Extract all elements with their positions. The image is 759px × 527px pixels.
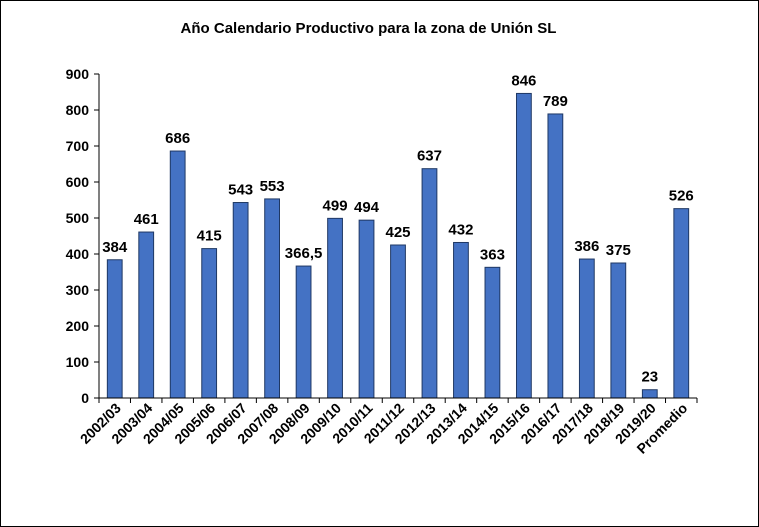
chart-title: Año Calendario Productivo para la zona d… — [180, 20, 557, 37]
bar — [390, 244, 406, 399]
data-label: 366,5 — [285, 245, 323, 262]
y-tick-label: 300 — [66, 282, 90, 298]
bar — [295, 265, 312, 399]
bar — [641, 389, 658, 399]
data-label: 553 — [260, 178, 285, 195]
data-label: 846 — [511, 72, 536, 89]
data-label: 384 — [102, 239, 128, 256]
data-label: 789 — [543, 93, 568, 110]
bar — [673, 208, 690, 399]
bars: 384 461 686 415 543 553 366,5 499 494 425 637 432 36… — [102, 72, 694, 399]
y-tick-label: 600 — [66, 174, 90, 190]
data-label: 415 — [197, 228, 222, 245]
y-tick-label: 100 — [66, 354, 90, 370]
y-tick-label: 200 — [66, 318, 90, 334]
data-label: 499 — [323, 197, 348, 214]
data-label: 386 — [574, 238, 599, 255]
bar — [578, 258, 595, 399]
bar — [169, 150, 186, 399]
data-label: 637 — [417, 148, 442, 165]
bar — [515, 92, 532, 399]
bar — [106, 259, 123, 399]
bar — [358, 219, 375, 399]
bar — [453, 241, 469, 399]
data-label: 686 — [165, 130, 190, 147]
bar — [232, 202, 249, 399]
bar — [421, 168, 438, 399]
data-label: 543 — [228, 182, 253, 199]
x-axis: 2002/032003/042004/052005/062006/072007/… — [77, 397, 698, 457]
data-label: 375 — [606, 242, 631, 259]
data-label: 23 — [641, 369, 658, 386]
y-tick-label: 500 — [66, 210, 90, 226]
bar — [201, 248, 218, 399]
bar — [327, 217, 343, 399]
bar — [547, 113, 564, 399]
data-label: 461 — [134, 211, 159, 228]
bar — [610, 262, 627, 399]
y-tick-label: 800 — [66, 102, 90, 118]
bar — [484, 266, 501, 399]
bar — [138, 231, 155, 399]
data-label: 526 — [669, 188, 694, 205]
y-axis: 0 100 200 300 400 500 600 700 800 900 — [66, 66, 100, 406]
data-label: 494 — [354, 199, 380, 216]
y-tick-label: 700 — [66, 138, 90, 154]
y-tick-label: 0 — [81, 390, 89, 406]
y-tick-label: 400 — [66, 246, 90, 262]
data-label: 425 — [385, 224, 410, 241]
data-label: 363 — [480, 246, 505, 263]
bar — [264, 198, 281, 399]
data-label: 432 — [448, 221, 473, 238]
y-tick-label: 900 — [66, 66, 90, 82]
